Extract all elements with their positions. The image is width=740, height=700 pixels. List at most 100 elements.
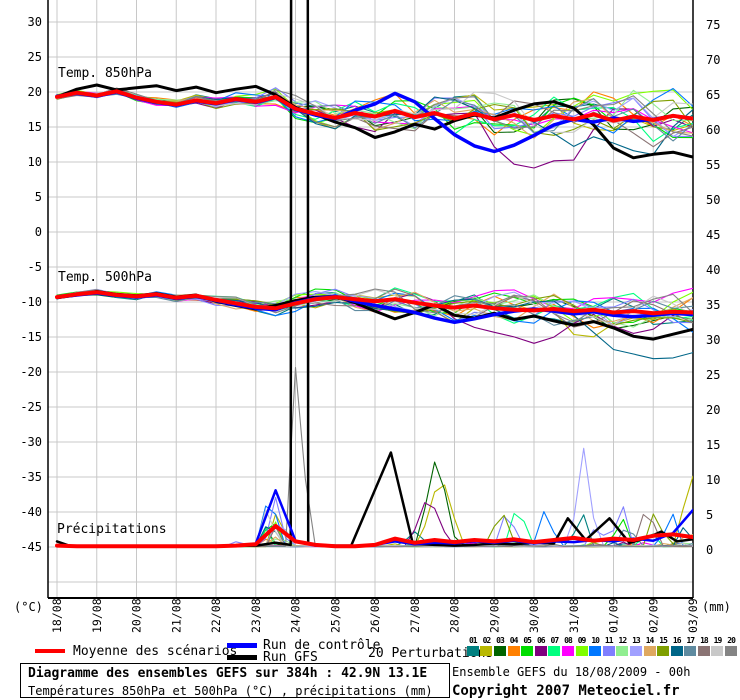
perturbation-color-swatch xyxy=(602,646,615,656)
right-tick-label: 5 xyxy=(706,508,713,522)
perturbation-color-swatch xyxy=(670,646,683,656)
member-08-t850 xyxy=(56,90,693,134)
perturbation-number: 04 xyxy=(509,636,519,645)
label-temp-500: Temp. 500hPa xyxy=(58,270,152,285)
right-tick-label: 15 xyxy=(706,438,720,452)
chart-subtitle: Températures 850hPa et 500hPa (°C) , pré… xyxy=(28,684,433,698)
legend-control-label: Run de contrôle xyxy=(263,638,381,653)
perturbation-color-swatch xyxy=(480,646,493,656)
perturbation-19: 19 xyxy=(711,636,725,656)
date-label: 02/09 xyxy=(646,598,660,633)
date-label: 29/08 xyxy=(487,598,501,633)
left-tick-label: -10 xyxy=(20,295,42,309)
perturbation-color-swatch xyxy=(629,646,642,656)
left-tick-label: 20 xyxy=(28,85,42,99)
left-axis-unit: (°C) xyxy=(14,600,43,614)
perturbation-15: 15 xyxy=(656,636,670,656)
date-label: 23/08 xyxy=(249,598,263,633)
perturbation-color-swatch xyxy=(507,646,520,656)
perturbation-number: 12 xyxy=(618,636,628,645)
perturbation-07: 07 xyxy=(548,636,562,656)
perturbation-number: 10 xyxy=(591,636,600,645)
right-tick-label: 45 xyxy=(706,228,720,242)
perturbation-number: 20 xyxy=(727,636,736,645)
perturbation-color-swatch xyxy=(521,646,534,656)
perturbation-02: 02 xyxy=(480,636,494,656)
member-04-t850 xyxy=(56,90,693,136)
label-precipitations: Précipitations xyxy=(57,522,167,537)
right-tick-label: 40 xyxy=(706,263,720,277)
chart-title-box: Diagramme des ensembles GEFS sur 384h : … xyxy=(20,663,450,698)
perturbation-legend: 01 02 03 04 05 06 07 08 09 10 11 12 13 14 15 16 17 18 19 20 xyxy=(466,636,738,656)
perturbation-05: 05 xyxy=(520,636,534,656)
perturbation-number: 07 xyxy=(550,636,560,645)
perturbation-number: 18 xyxy=(700,636,709,645)
legend-control-swatch xyxy=(227,643,257,648)
perturbation-17: 17 xyxy=(684,636,698,656)
perturbation-color-swatch xyxy=(725,646,738,656)
left-tick-label: -20 xyxy=(20,365,42,379)
perturbation-20: 20 xyxy=(724,636,738,656)
perturbation-16: 16 xyxy=(670,636,684,656)
perturbation-11: 11 xyxy=(602,636,616,656)
perturbation-08: 08 xyxy=(561,636,575,656)
date-label: 27/08 xyxy=(408,598,422,633)
perturbation-number: 02 xyxy=(482,636,492,645)
left-tick-label: 5 xyxy=(35,190,42,204)
left-tick-label: -25 xyxy=(20,400,42,414)
right-tick-label: 20 xyxy=(706,403,720,417)
left-tick-label: 10 xyxy=(28,155,42,169)
perturbation-01: 01 xyxy=(466,636,480,656)
perturbation-number: 15 xyxy=(659,636,668,645)
perturbation-14: 14 xyxy=(643,636,657,656)
perturbation-number: 19 xyxy=(713,636,723,645)
date-label: 22/08 xyxy=(209,598,223,633)
left-tick-label: -40 xyxy=(20,505,42,519)
perturbation-number: 01 xyxy=(468,636,478,645)
perturbation-color-swatch xyxy=(657,646,670,656)
date-label: 01/09 xyxy=(607,598,621,633)
perturbation-number: 05 xyxy=(523,636,532,645)
perturbation-color-swatch xyxy=(711,646,724,656)
legend-mean-swatch xyxy=(35,649,65,653)
perturbation-04: 04 xyxy=(507,636,521,656)
legend-gfs-swatch xyxy=(227,655,257,660)
date-label: 03/09 xyxy=(686,598,700,633)
right-tick-label: 30 xyxy=(706,333,720,347)
right-tick-label: 70 xyxy=(706,53,720,67)
date-label: 19/08 xyxy=(90,598,104,633)
perturbation-18: 18 xyxy=(697,636,711,656)
perturbation-number: 08 xyxy=(564,636,573,645)
date-label: 21/08 xyxy=(169,598,183,633)
perturbation-09: 09 xyxy=(575,636,589,656)
perturbation-color-swatch xyxy=(466,646,479,656)
axis-tick-labels: 302520151050-5-10-15-20-25-30-35-40-4575… xyxy=(20,15,720,633)
perturbation-color-swatch xyxy=(493,646,506,656)
date-label: 31/08 xyxy=(567,598,581,633)
date-label: 25/08 xyxy=(328,598,342,633)
series-gfs-t850 xyxy=(55,83,693,160)
left-tick-label: -5 xyxy=(28,260,42,274)
perturbation-color-swatch xyxy=(589,646,602,656)
perturbation-13: 13 xyxy=(629,636,643,656)
perturbation-number: 14 xyxy=(645,636,655,645)
left-tick-label: -15 xyxy=(20,330,42,344)
perturbation-10: 10 xyxy=(588,636,602,656)
left-tick-label: 30 xyxy=(28,15,42,29)
left-tick-label: 0 xyxy=(35,225,42,239)
right-tick-label: 55 xyxy=(706,158,720,172)
right-tick-label: 0 xyxy=(706,543,713,557)
ensemble-chart: 302520151050-5-10-15-20-25-30-35-40-4575… xyxy=(20,0,720,633)
series-mean-t850 xyxy=(55,89,693,123)
series-mean-t500 xyxy=(55,290,693,316)
right-tick-label: 50 xyxy=(706,193,720,207)
date-label: 28/08 xyxy=(448,598,462,633)
perturbation-color-swatch xyxy=(684,646,697,656)
left-tick-label: -35 xyxy=(20,470,42,484)
right-tick-label: 35 xyxy=(706,298,720,312)
left-tick-label: -30 xyxy=(20,435,42,449)
series-mean-precip xyxy=(55,524,693,549)
legend-gfs-label: Run GFS xyxy=(263,650,318,665)
right-tick-label: 75 xyxy=(706,18,720,32)
